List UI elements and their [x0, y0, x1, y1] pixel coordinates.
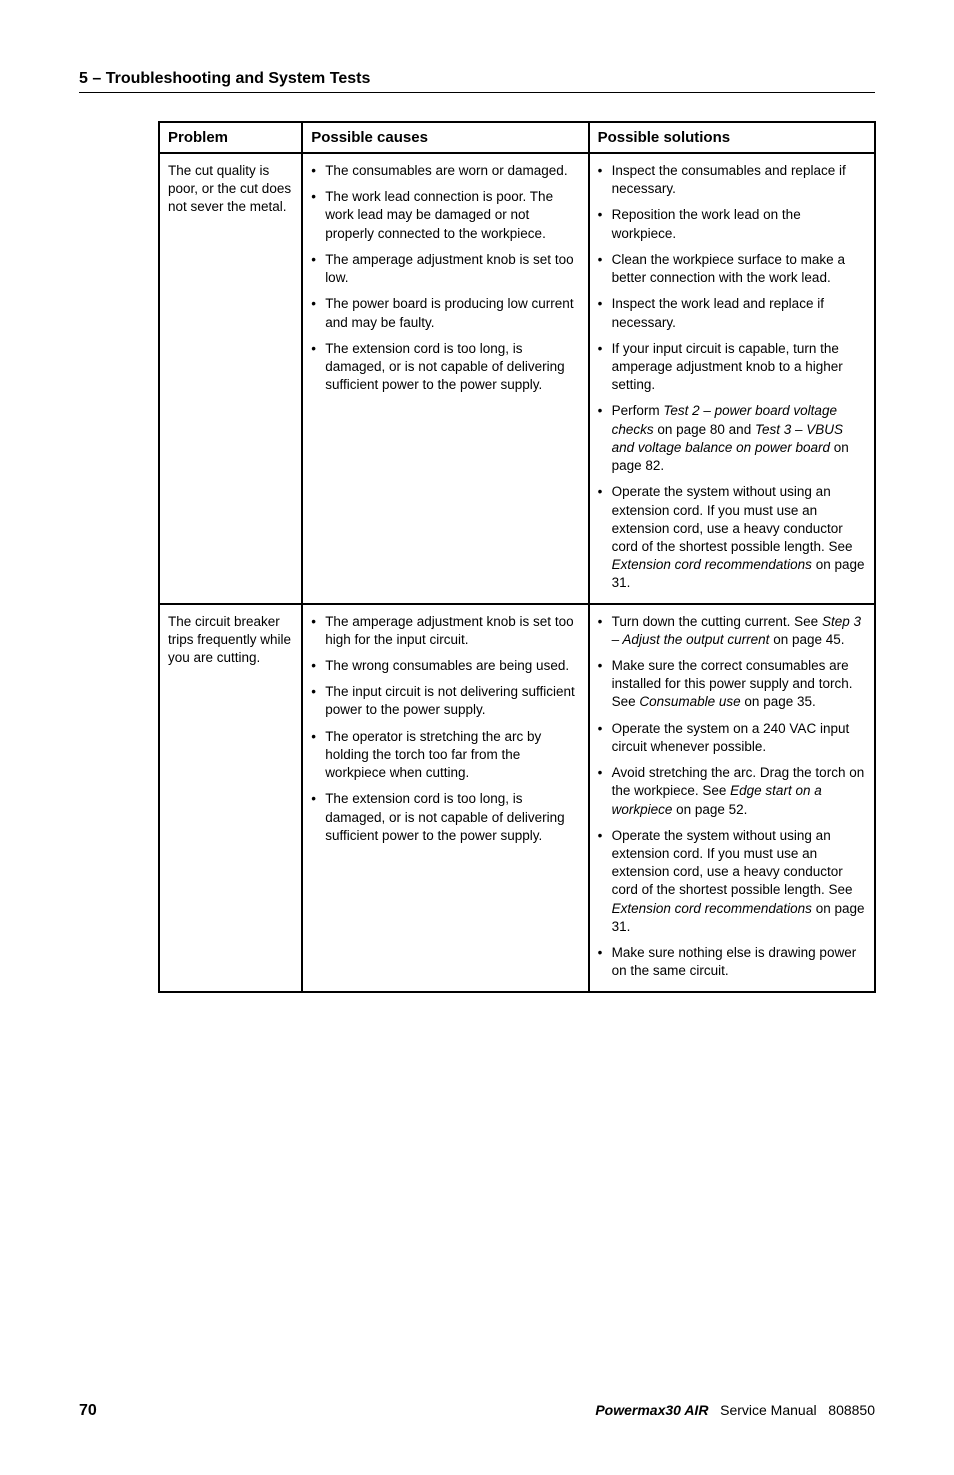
cell-problem: The cut quality is poor, or the cut does… [159, 153, 302, 604]
list-item: The extension cord is too long, is damag… [311, 790, 579, 845]
list-item: The wrong consumables are being used. [311, 657, 579, 675]
heading-rule [79, 92, 875, 93]
list-item: Avoid stretching the arc. Drag the torch… [598, 764, 866, 819]
section-title: Troubleshooting and System Tests [106, 70, 371, 87]
cell-causes: The consumables are worn or damaged. The… [302, 153, 588, 604]
cell-causes: The amperage adjustment knob is set too … [302, 604, 588, 992]
list-item: The consumables are worn or damaged. [311, 162, 579, 180]
causes-list: The amperage adjustment knob is set too … [311, 613, 579, 845]
list-item: Operate the system without using an exte… [598, 483, 866, 592]
list-item: The amperage adjustment knob is set too … [311, 251, 579, 287]
page-container: 5 – Troubleshooting and System Tests Pro… [0, 0, 954, 1475]
section-number: 5 [79, 70, 88, 87]
table-header-row: Problem Possible causes Possible solutio… [159, 122, 875, 153]
footer-right: Powermax30 AIR Service Manual 808850 [595, 1402, 875, 1418]
list-item: Make sure nothing else is drawing power … [598, 944, 866, 980]
page-number: 70 [79, 1402, 97, 1420]
list-item: Make sure the correct consumables are in… [598, 657, 866, 712]
list-item: Turn down the cutting current. See Step … [598, 613, 866, 649]
list-item: The extension cord is too long, is damag… [311, 340, 579, 395]
header-problem: Problem [159, 122, 302, 153]
list-item: Inspect the work lead and replace if nec… [598, 295, 866, 331]
list-item: The work lead connection is poor. The wo… [311, 188, 579, 243]
footer-doc-type: Service Manual [720, 1402, 817, 1418]
list-item: Operate the system on a 240 VAC input ci… [598, 720, 866, 756]
cell-solutions: Turn down the cutting current. See Step … [589, 604, 875, 992]
troubleshooting-table: Problem Possible causes Possible solutio… [158, 121, 876, 993]
list-item: The operator is stretching the arc by ho… [311, 728, 579, 783]
footer-doc-number: 808850 [828, 1402, 875, 1418]
solutions-list: Turn down the cutting current. See Step … [598, 613, 866, 981]
list-item: Clean the workpiece surface to make a be… [598, 251, 866, 287]
section-heading: 5 – Troubleshooting and System Tests [79, 70, 875, 88]
table-row: The circuit breaker trips frequently whi… [159, 604, 875, 992]
footer-product: Powermax30 AIR [595, 1402, 708, 1418]
cell-problem: The circuit breaker trips frequently whi… [159, 604, 302, 992]
causes-list: The consumables are worn or damaged. The… [311, 162, 579, 394]
list-item: Perform Test 2 – power board voltage che… [598, 402, 866, 475]
list-item: Reposition the work lead on the workpiec… [598, 206, 866, 242]
list-item: Operate the system without using an exte… [598, 827, 866, 936]
cell-solutions: Inspect the consumables and replace if n… [589, 153, 875, 604]
table-row: The cut quality is poor, or the cut does… [159, 153, 875, 604]
header-solutions: Possible solutions [589, 122, 875, 153]
list-item: The amperage adjustment knob is set too … [311, 613, 579, 649]
header-causes: Possible causes [302, 122, 588, 153]
page-footer: 70 Powermax30 AIR Service Manual 808850 [79, 1402, 875, 1420]
list-item: The input circuit is not delivering suff… [311, 683, 579, 719]
list-item: Inspect the consumables and replace if n… [598, 162, 866, 198]
solutions-list: Inspect the consumables and replace if n… [598, 162, 866, 593]
list-item: The power board is producing low current… [311, 295, 579, 331]
list-item: If your input circuit is capable, turn t… [598, 340, 866, 395]
section-separator: – [88, 70, 106, 87]
